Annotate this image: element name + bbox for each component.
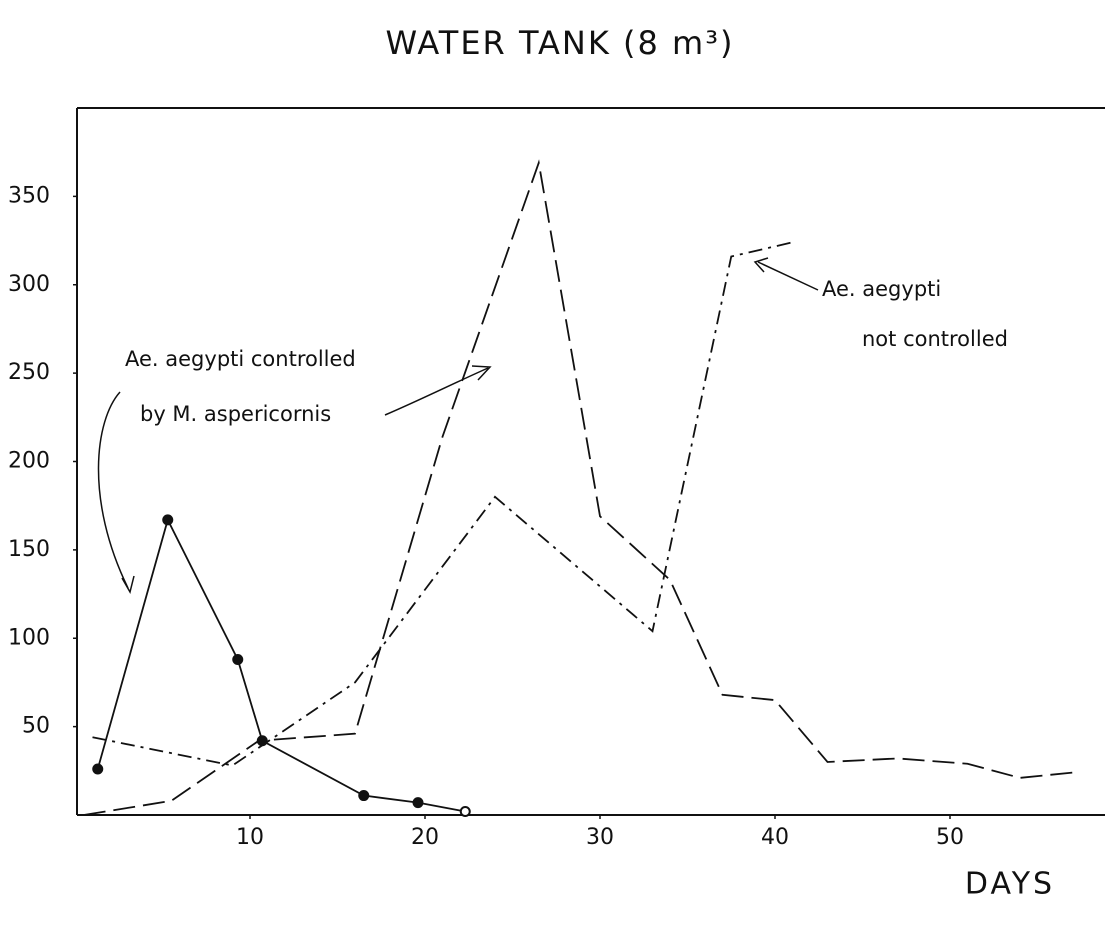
series-line [93, 242, 793, 765]
x-tick-label: 20 [411, 825, 439, 850]
data-point [93, 765, 102, 774]
x-tick-label: 40 [761, 825, 789, 850]
annotation: by M. aspericornis [140, 402, 331, 426]
y-tick-label: 100 [8, 625, 50, 650]
x-axis-label: DAYS [965, 867, 1055, 902]
x-tick-label: 50 [936, 825, 964, 850]
data-point [359, 791, 368, 800]
annotation: not controlled [862, 327, 1008, 351]
arrow [98, 392, 128, 588]
y-tick-label: 250 [8, 360, 50, 385]
y-tick-label: 50 [22, 714, 50, 739]
chart: WATER TANK (8 m³) DAYS 50 100 150 200 250 300… [0, 0, 1105, 936]
series-line [84, 163, 1073, 815]
annotation: Ae. aegypti controlled [125, 347, 356, 371]
chart-title: WATER TANK (8 m³) [385, 24, 734, 62]
x-tick-label: 30 [586, 825, 614, 850]
x-tick-label: 10 [236, 825, 264, 850]
y-tick-label: 350 [8, 183, 50, 208]
series-line [98, 520, 466, 812]
annotation: Ae. aegypti [822, 277, 941, 301]
arrow [758, 262, 818, 290]
data-point [163, 515, 172, 524]
y-tick-label: 150 [8, 537, 50, 562]
data-point [414, 798, 423, 807]
data-point [461, 807, 470, 816]
y-tick-label: 200 [8, 449, 50, 474]
data-point [233, 655, 242, 664]
arrow [385, 368, 488, 415]
y-tick-label: 300 [8, 272, 50, 297]
